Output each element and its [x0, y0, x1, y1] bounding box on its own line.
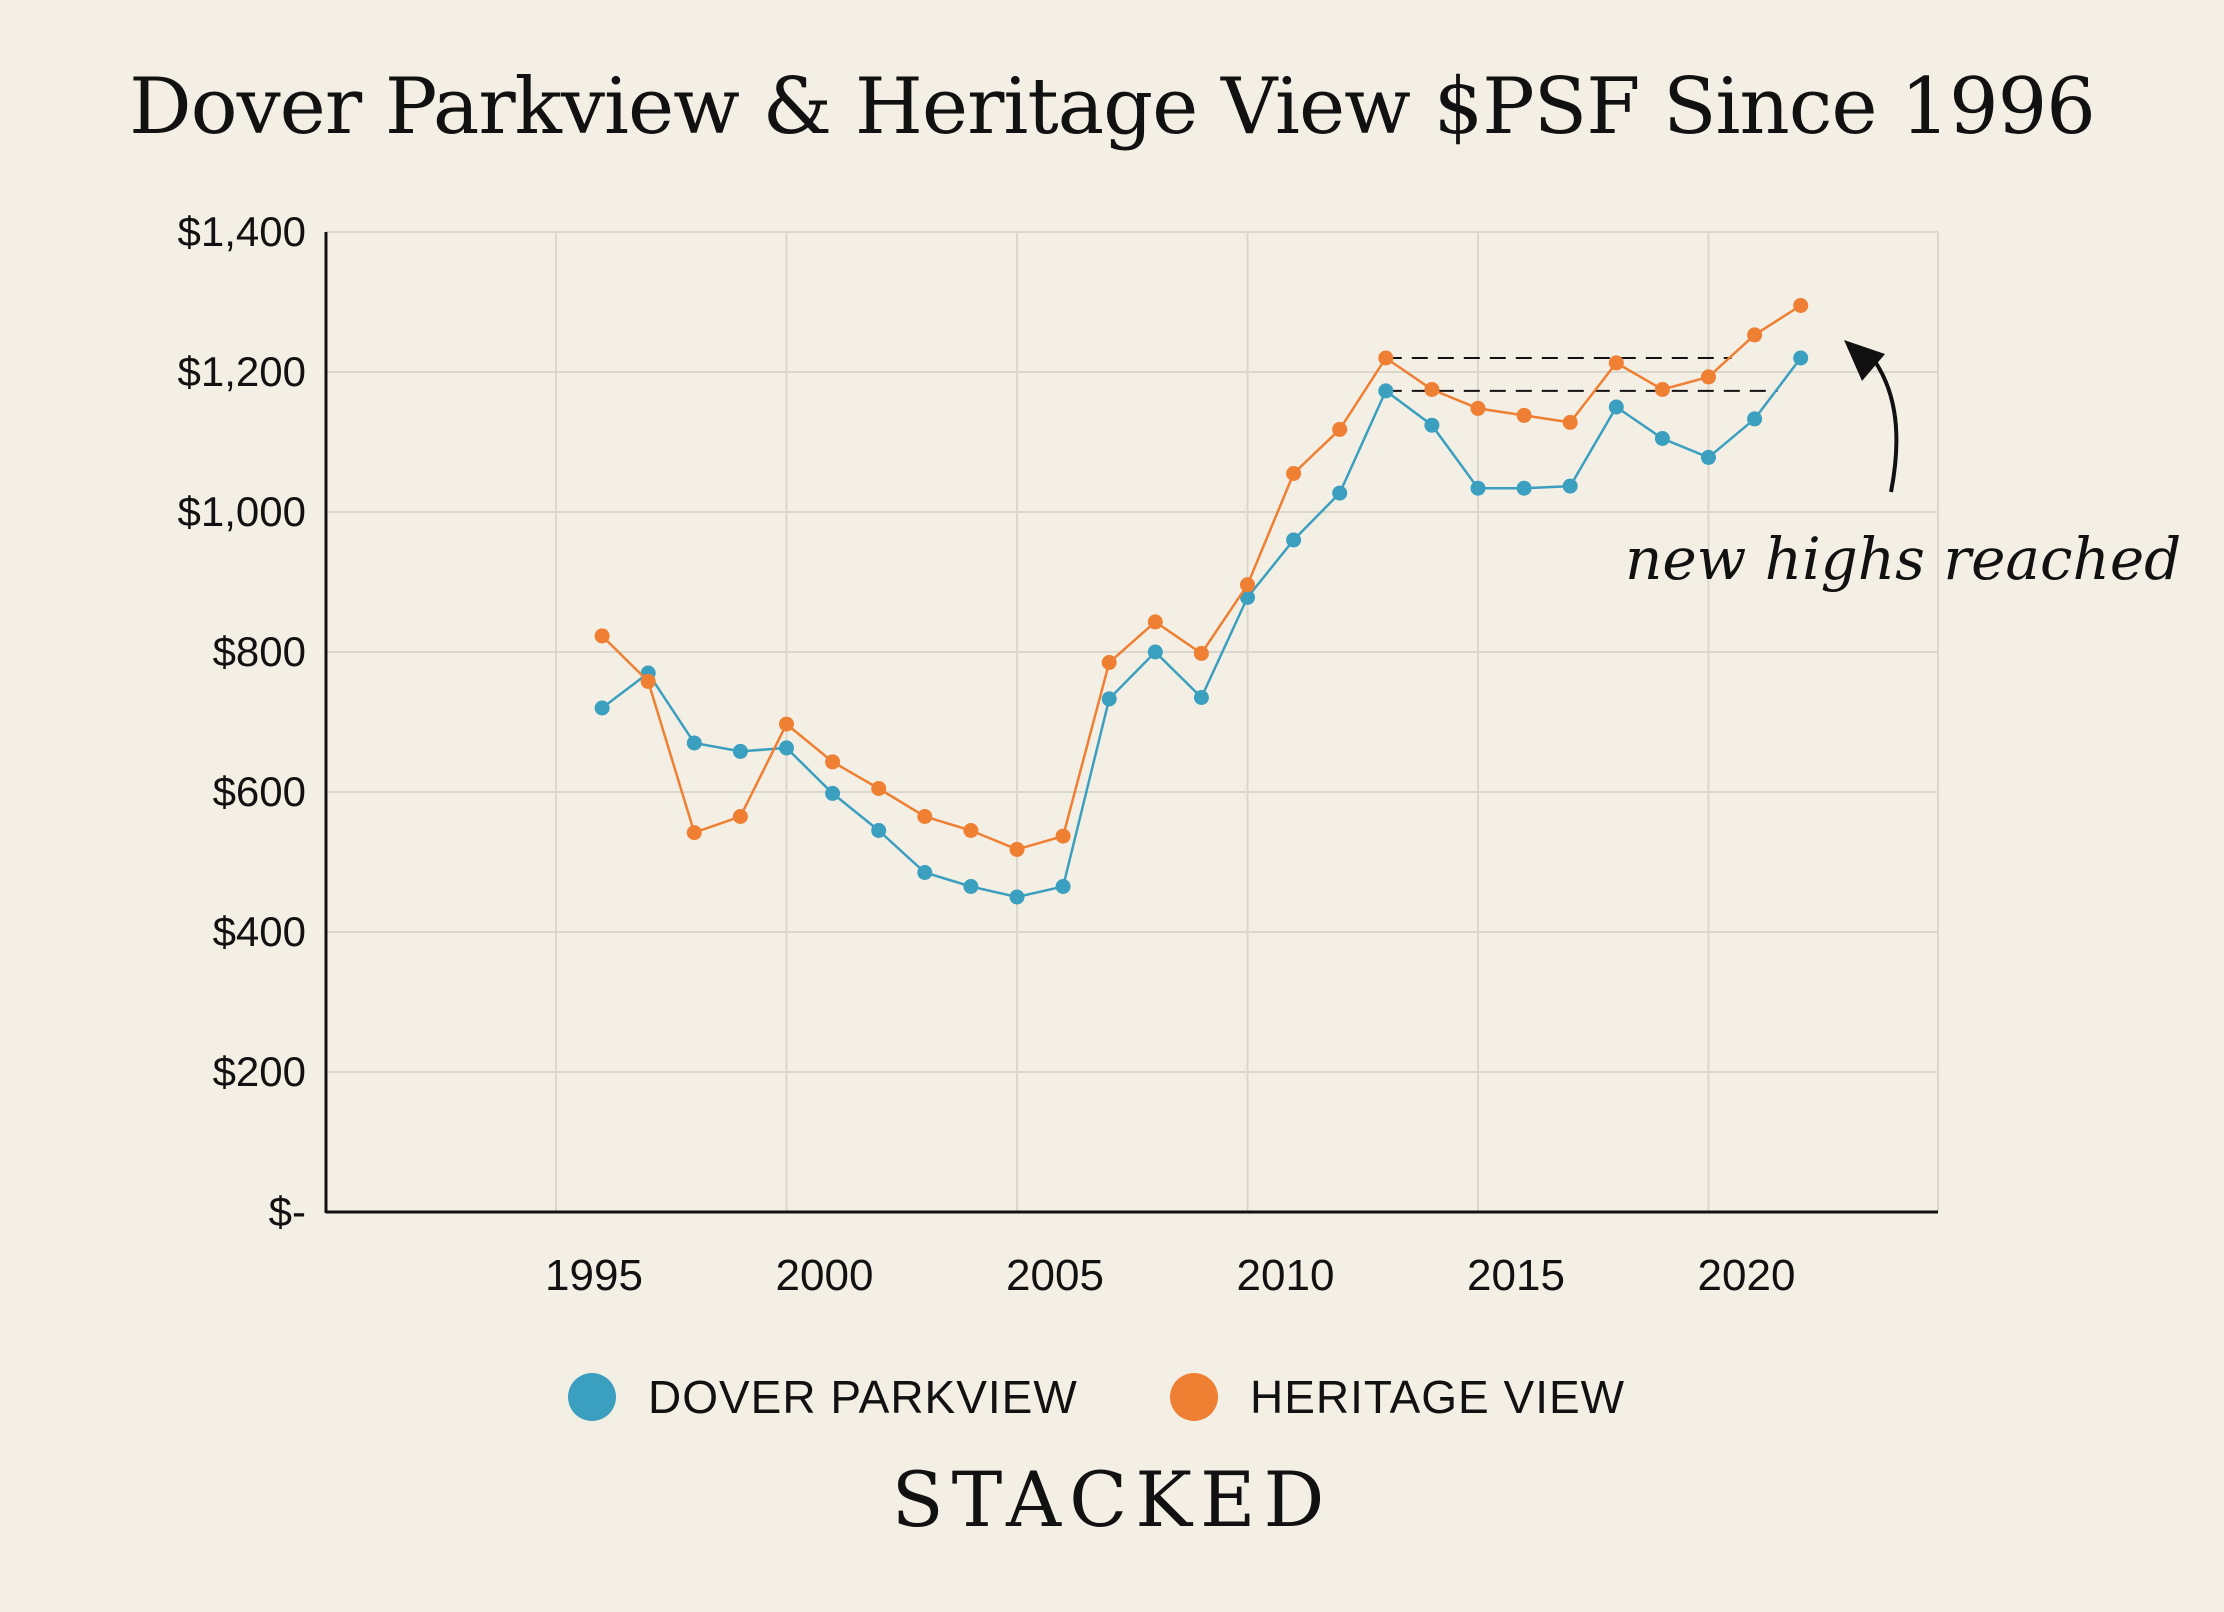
data-point — [1608, 399, 1624, 415]
data-point — [1332, 485, 1348, 501]
data-point — [1286, 532, 1302, 548]
x-tick-label: 2005 — [1006, 1251, 1104, 1300]
data-point — [640, 673, 656, 689]
legend-label: HERITAGE VIEW — [1250, 1371, 1626, 1423]
data-point — [825, 785, 841, 801]
data-point — [1286, 466, 1302, 481]
data-point — [1562, 478, 1578, 494]
axes — [324, 232, 1938, 1214]
data-point — [1470, 480, 1486, 496]
data-point — [1654, 382, 1670, 397]
data-point — [1747, 327, 1763, 343]
series-heritage-view — [594, 298, 1809, 857]
legend-label: DOVER PARKVIEW — [648, 1371, 1078, 1423]
data-point — [1055, 879, 1071, 894]
data-point — [917, 809, 933, 824]
data-point — [1378, 350, 1394, 366]
data-point — [1516, 480, 1532, 496]
data-point — [871, 781, 887, 796]
data-point — [1378, 383, 1394, 399]
brand-logo: STACKED — [891, 1455, 1333, 1544]
data-point — [1424, 417, 1440, 433]
data-point — [1147, 644, 1163, 660]
series-dover-parkview — [594, 350, 1809, 905]
data-point — [779, 716, 794, 732]
reference-lines — [1385, 357, 1778, 392]
data-point — [1193, 645, 1209, 661]
data-point — [1147, 614, 1163, 630]
data-point — [686, 735, 702, 751]
data-point — [1424, 382, 1440, 397]
legend-dot-icon — [1170, 1373, 1218, 1421]
y-tick-label: $1,400 — [178, 208, 306, 255]
x-tick-label: 2010 — [1237, 1251, 1335, 1300]
data-point — [1055, 828, 1071, 844]
data-point — [1747, 411, 1763, 427]
chart-title: Dover Parkview & Heritage View $PSF Sinc… — [129, 62, 2096, 152]
x-tick-label: 2020 — [1698, 1251, 1796, 1300]
data-point — [594, 628, 610, 644]
y-tick-label: $600 — [213, 768, 306, 815]
data-point — [1101, 655, 1117, 670]
x-tick-label: 2015 — [1467, 1251, 1565, 1300]
data-point — [732, 743, 748, 759]
data-point — [594, 700, 610, 716]
tick-labels: $- $200 $400 $600 $800 $1,000 $1,200 $1,400 1995… — [178, 208, 1796, 1300]
data-point — [1793, 350, 1809, 366]
data-point — [963, 823, 979, 838]
data-point — [1470, 400, 1486, 416]
data-point — [1516, 407, 1532, 423]
legend-item-dover-parkview: DOVER PARKVIEW — [568, 1367, 1078, 1427]
y-tick-label: $200 — [213, 1048, 306, 1095]
y-tick-label: $1,000 — [178, 488, 306, 535]
data-point — [779, 740, 794, 756]
data-point — [1193, 690, 1209, 705]
x-tick-label: 2000 — [776, 1251, 874, 1300]
y-tick-label: $- — [269, 1188, 306, 1235]
data-point — [1701, 449, 1716, 465]
y-tick-label: $1,200 — [178, 348, 306, 395]
data-point — [1009, 841, 1025, 857]
y-tick-label: $400 — [213, 908, 306, 955]
data-point — [1562, 414, 1578, 430]
grid-lines — [326, 231, 1939, 1212]
annotation-arrow — [1844, 340, 1899, 493]
series-line — [601, 304, 1802, 851]
data-point — [963, 879, 979, 894]
series — [594, 298, 1809, 905]
y-tick-label: $800 — [213, 628, 306, 675]
annotation-note: new highs reached — [1625, 525, 2182, 593]
arrow-head-icon — [1844, 340, 1885, 381]
legend-dot-icon — [568, 1373, 616, 1421]
data-point — [917, 865, 933, 880]
data-point — [1793, 298, 1809, 313]
data-point — [871, 823, 887, 838]
data-point — [1701, 369, 1716, 385]
data-point — [732, 809, 748, 824]
data-point — [1009, 889, 1025, 905]
data-point — [1654, 431, 1670, 446]
series-line — [601, 357, 1802, 899]
data-point — [1101, 691, 1117, 707]
x-tick-label: 1995 — [545, 1251, 643, 1300]
legend-item-heritage-view: HERITAGE VIEW — [1170, 1367, 1625, 1427]
data-point — [1608, 355, 1624, 371]
data-point — [825, 754, 841, 770]
data-point — [686, 825, 702, 841]
data-point — [1240, 577, 1255, 593]
data-point — [1332, 421, 1348, 437]
data-point — [1240, 589, 1255, 605]
